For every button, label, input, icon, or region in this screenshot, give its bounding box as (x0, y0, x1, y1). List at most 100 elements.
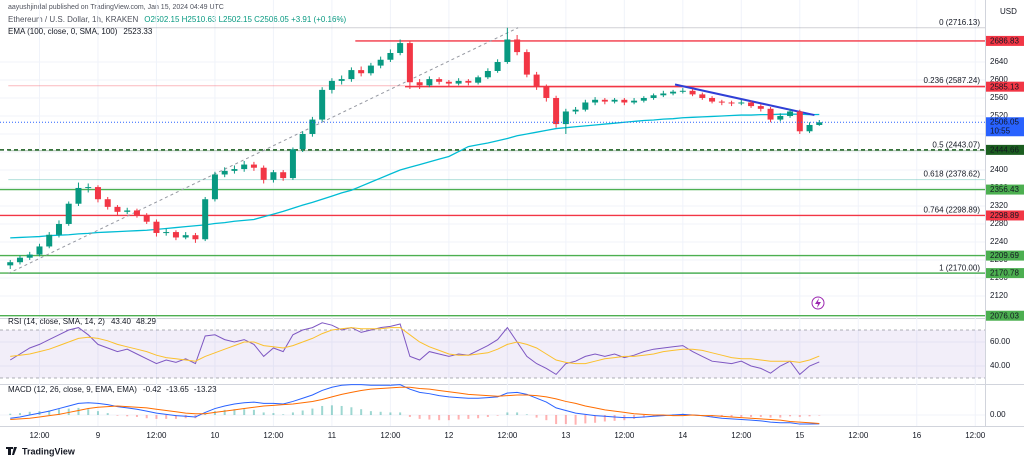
macd-histogram-bar (57, 409, 60, 416)
macd-histogram-bar (652, 415, 655, 417)
y-tick-label: 2280 (990, 219, 1008, 228)
macd-histogram-bar (87, 409, 90, 416)
macd-histogram-bar (477, 415, 480, 419)
author-line: aayushjindal published on TradingView.co… (8, 4, 224, 11)
candle-body (85, 187, 92, 189)
price-label: 2298.89 (990, 211, 1019, 220)
x-tick-label: 12:00 (263, 431, 284, 440)
macd-histogram-bar (506, 412, 509, 416)
x-tick-label: 12:00 (29, 431, 50, 440)
x-tick-label: 11 (328, 431, 337, 440)
candle-body (631, 100, 638, 103)
candle-body (172, 232, 179, 238)
price-label-box (986, 268, 1024, 279)
candle-body (426, 79, 433, 86)
x-tick-label: 12:00 (848, 431, 869, 440)
price-label: 2356.43 (990, 185, 1019, 194)
legend-value: 2523.33 (123, 27, 152, 36)
candle-body (299, 133, 306, 150)
candle-body (133, 210, 140, 215)
macd-histogram-bar (252, 409, 255, 416)
macd-histogram-bar (408, 415, 411, 417)
candle-body (124, 210, 131, 212)
y-tick-label: 2240 (990, 237, 1008, 246)
candle-body (738, 102, 745, 104)
macd-histogram-bar (642, 415, 645, 418)
macd-histogram-bar (282, 414, 285, 416)
macd-histogram-bar (769, 415, 772, 418)
candle-body (572, 109, 579, 112)
candle-body (114, 206, 121, 212)
candle-body (611, 99, 618, 102)
candle-body (36, 246, 43, 255)
candle-body (260, 167, 267, 180)
candle-body (358, 70, 365, 74)
price-label-box (986, 81, 1024, 92)
price-label: 2170.78 (990, 269, 1019, 278)
macd-histogram-bar (535, 415, 538, 418)
y-tick-label: 2400 (990, 165, 1008, 174)
macd-histogram-bar (808, 415, 811, 417)
macd-histogram-bar (389, 412, 392, 416)
candle-body (65, 203, 72, 224)
macd-histogram-bar (233, 409, 236, 416)
candle-body (465, 80, 472, 83)
candle-body (728, 102, 735, 104)
candle-body (202, 199, 209, 240)
candle-body (601, 99, 608, 102)
macd-histogram-bar (301, 410, 304, 416)
macd-histogram-bar (360, 409, 363, 416)
candle-body (709, 97, 716, 102)
currency: USD (1000, 7, 1017, 16)
macd-histogram-bar (135, 415, 138, 417)
candle-body (163, 232, 170, 234)
candle-body (796, 111, 803, 132)
macd-histogram-bar (48, 410, 51, 416)
candle-body (397, 43, 404, 53)
candle-body (455, 80, 462, 84)
candle-body (523, 52, 530, 75)
alert-icon (811, 296, 825, 310)
price-label: 2444.66 (990, 145, 1019, 154)
price-label-box (986, 144, 1024, 155)
y-tick-label: 60.00 (990, 337, 1011, 346)
candle-body (46, 234, 53, 247)
legend-value: -0.42 (143, 385, 162, 394)
candle-body (748, 102, 755, 107)
macd-histogram-bar (594, 415, 597, 423)
fib-label: 0.618 (2378.62) (924, 170, 981, 179)
candle-body (348, 70, 355, 80)
macd-histogram-bar (243, 409, 246, 416)
macd-histogram-bar (525, 414, 528, 416)
candle-body (543, 86, 550, 98)
macd-histogram-bar (438, 415, 441, 421)
macd-histogram-bar (457, 415, 460, 420)
legend-value: 48.29 (136, 317, 157, 326)
macd-histogram-bar (584, 415, 587, 424)
y-tick-label: 2120 (990, 291, 1008, 300)
fib-label: 0 (2716.13) (939, 18, 980, 27)
legend-value: -13.23 (194, 385, 217, 394)
macd-histogram-bar (28, 411, 31, 416)
price-label: 2209.69 (990, 251, 1019, 260)
candle-body (367, 65, 374, 74)
candle-body (416, 82, 423, 86)
candle-body (640, 97, 647, 101)
candle-body (777, 115, 784, 120)
macd-histogram-bar (350, 407, 353, 416)
x-tick-label: 12:00 (380, 431, 401, 440)
y-tick-label: 40.00 (990, 361, 1011, 370)
candle-body (221, 170, 228, 175)
candle-body (494, 61, 501, 71)
candle-body (241, 164, 248, 170)
candle-body (650, 95, 657, 98)
candle-body (289, 149, 296, 179)
candle-body (553, 97, 560, 125)
macd-histogram-bar (818, 415, 821, 416)
macd-histogram-bar (740, 415, 743, 417)
y-tick-label: 2560 (990, 93, 1008, 102)
macd-histogram-bar (574, 415, 577, 425)
candle-body (338, 79, 345, 81)
macd-line (10, 386, 820, 425)
macd-histogram-bar (18, 413, 21, 416)
